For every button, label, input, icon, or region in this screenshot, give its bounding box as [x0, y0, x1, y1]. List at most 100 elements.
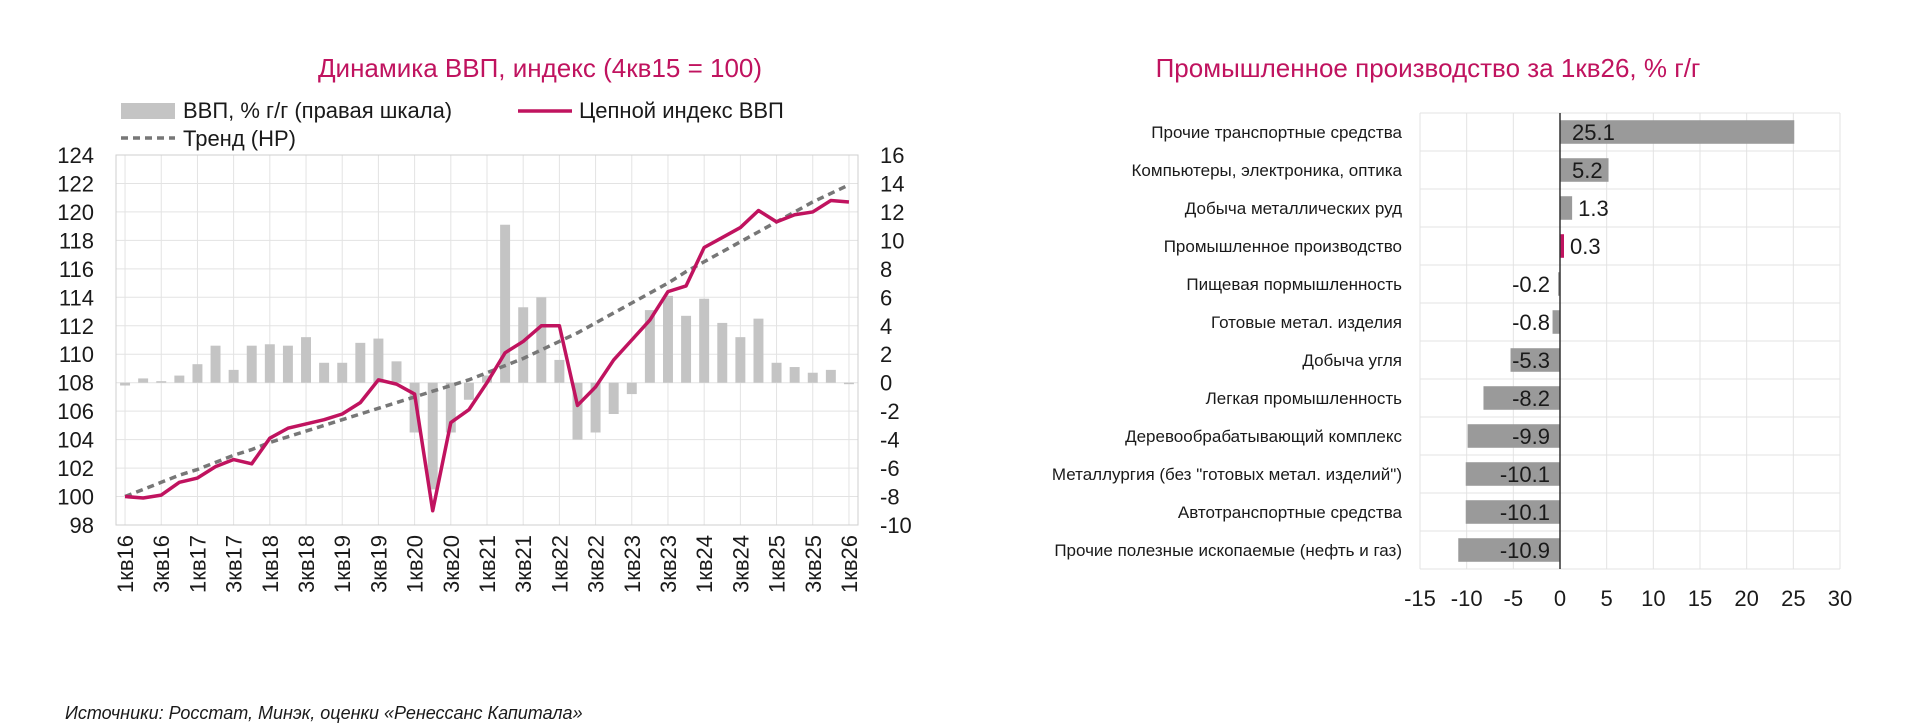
gdp-right-tick-label: -8: [880, 485, 900, 510]
gdp-right-tick-label: 4: [880, 314, 892, 339]
gdp-x-tick-label: 1кв21: [475, 535, 500, 593]
gdp-x-tick-label: 1кв17: [185, 535, 210, 593]
gdp-yoy-bar: [590, 382, 601, 433]
gdp-x-tick-label: 3кв17: [222, 535, 247, 593]
gdp-x-tick-label: 3кв22: [584, 535, 609, 593]
gdp-yoy-bar: [192, 364, 203, 383]
legend-trend-label: Тренд (HP): [183, 126, 296, 151]
gdp-left-tick-label: 120: [57, 200, 94, 225]
industry-bar-value-label: 5.2: [1572, 158, 1603, 183]
gdp-yoy-bar: [518, 307, 529, 383]
industry-bar: [1560, 158, 1609, 182]
industry-bar: [1510, 348, 1560, 372]
industry-category-label: Пищевая пормышленность: [1186, 275, 1402, 294]
industry-x-tick-label: 0: [1554, 586, 1566, 611]
industry-category-label: Промышленное производство: [1164, 237, 1402, 256]
industry-bar: [1483, 386, 1560, 410]
industry-chart: Промышленное производство за 1кв26, % г/…: [1052, 53, 1852, 611]
gdp-right-tick-label: -2: [880, 399, 900, 424]
gdp-yoy-bar: [138, 378, 149, 383]
industry-category-label: Легкая промышленность: [1206, 389, 1403, 408]
industry-x-tick-label: 25: [1781, 586, 1805, 611]
gdp-yoy-bar: [699, 298, 710, 383]
industry-x-tick-label: 15: [1688, 586, 1712, 611]
industry-x-tick-label: -15: [1404, 586, 1436, 611]
industry-bar-value-label: -5.3: [1512, 348, 1550, 373]
gdp-yoy-bar: [735, 337, 746, 383]
gdp-yoy-bar: [572, 382, 583, 440]
gdp-yoy-bar: [644, 310, 655, 383]
industry-bar: [1467, 424, 1560, 448]
industry-bar: [1465, 462, 1560, 486]
source-note: Источники: Росстат, Минэк, оценки «Ренес…: [65, 703, 583, 723]
gdp-yoy-bar: [120, 382, 131, 386]
gdp-left-tick-label: 122: [57, 171, 94, 196]
gdp-yoy-bar: [427, 382, 438, 490]
gdp-right-tick-label: 0: [880, 371, 892, 396]
gdp-right-tick-label: -6: [880, 456, 900, 481]
gdp-chart: Динамика ВВП, индекс (4кв15 = 100) ВВП, …: [57, 53, 912, 593]
industry-x-axis: -15 -10 -5 0 5 10 15 20 25 30: [1404, 586, 1852, 611]
gdp-yoy-bar: [681, 315, 692, 383]
gdp-x-tick-label: 1кв25: [765, 535, 790, 593]
industry-category-label: Прочие транспортные средства: [1151, 123, 1402, 142]
gdp-yoy-bar: [482, 375, 492, 383]
gdp-trend-line: [124, 183, 850, 499]
gdp-x-tick-label: 3кв19: [366, 535, 391, 593]
industry-bar: [1560, 196, 1573, 220]
gdp-right-axis: -10 -8 -6 -4 -2 0 2 4 6 8 10 12 14 16: [880, 143, 912, 538]
gdp-yoy-bar: [807, 372, 818, 383]
gdp-right-tick-label: 6: [880, 285, 892, 310]
industry-bar: [1465, 500, 1560, 524]
gdp-x-tick-label: 1кв23: [620, 535, 645, 593]
gdp-left-tick-label: 98: [70, 513, 94, 538]
gdp-right-tick-label: 16: [880, 143, 904, 168]
gdp-yoy-bar: [445, 382, 456, 433]
gdp-left-tick-label: 116: [59, 257, 94, 282]
gdp-plot-area: [115, 154, 859, 526]
industry-bar: [1560, 234, 1564, 258]
gdp-x-tick-label: 1кв26: [837, 535, 862, 593]
gdp-bars: [120, 224, 854, 490]
gdp-right-tick-label: 2: [880, 342, 892, 367]
industry-category-label: Добыча металлических руд: [1185, 199, 1402, 218]
industry-plot-area: [1419, 112, 1841, 570]
gdp-yoy-bar: [355, 342, 366, 383]
industry-bar: [1552, 310, 1560, 334]
industry-x-tick-label: 20: [1734, 586, 1758, 611]
gdp-yoy-bar: [264, 344, 275, 383]
industry-category-label: Деревообрабатывающий комплекс: [1125, 427, 1402, 446]
gdp-yoy-bar: [301, 337, 312, 383]
industry-x-tick-label: -5: [1504, 586, 1524, 611]
gdp-right-tick-label: 10: [880, 228, 904, 253]
gdp-yoy-bar: [771, 362, 782, 383]
gdp-yoy-bar: [717, 322, 728, 383]
gdp-lines: [124, 183, 850, 513]
gdp-x-tick-label: 3кв25: [801, 535, 826, 593]
gdp-left-tick-label: 124: [57, 143, 94, 168]
gdp-yoy-bar: [626, 382, 637, 395]
industry-category-labels: Прочие транспортные средства Компьютеры, …: [1052, 123, 1403, 560]
industry-x-tick-label: 10: [1641, 586, 1665, 611]
gdp-left-tick-label: 112: [59, 314, 94, 339]
industry-bar-value-label: 0.3: [1570, 234, 1601, 259]
industry-x-tick-label: -10: [1451, 586, 1483, 611]
gdp-yoy-bar: [228, 369, 239, 383]
gdp-x-tick-label: 1кв16: [113, 535, 138, 593]
gdp-left-tick-label: 118: [59, 228, 94, 253]
gdp-legend: ВВП, % г/г (правая шкала) Цепной индекс …: [121, 98, 784, 151]
gdp-yoy-bar: [319, 362, 330, 383]
legend-line-label: Цепной индекс ВВП: [579, 98, 784, 123]
gdp-x-tick-label: 3кв23: [656, 535, 681, 593]
industry-bar-value-label: -8.2: [1512, 386, 1550, 411]
industry-category-label: Добыча угля: [1302, 351, 1402, 370]
gdp-left-tick-label: 100: [57, 485, 94, 510]
gdp-x-tick-label: 3кв21: [511, 535, 536, 593]
gdp-x-tick-label: 1кв22: [547, 535, 572, 593]
industry-bar-value-label: -9.9: [1512, 424, 1550, 449]
gdp-yoy-bar: [789, 367, 800, 383]
industry-category-label: Прочие полезные ископаемые (нефть и газ): [1054, 541, 1402, 560]
gdp-x-tick-label: 1кв20: [403, 535, 428, 593]
industry-bars: 25.1 5.2 1.3 0.3 -0.2 -0.8 -5.3 -8.2 -9.9 -10.1 -1…: [1458, 113, 1795, 569]
industry-bar-value-label: -0.8: [1512, 310, 1550, 335]
